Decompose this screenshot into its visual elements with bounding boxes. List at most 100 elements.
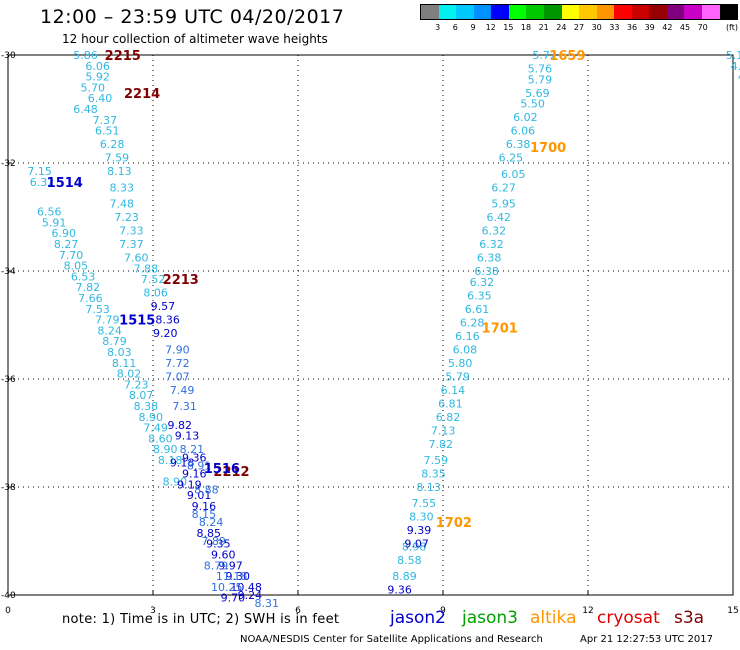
legend-color-bar — [420, 4, 738, 20]
legend-swatch — [543, 5, 562, 19]
legend-tick-label: 42 — [662, 23, 673, 32]
wave-height-value: 8.60 — [148, 432, 173, 445]
satellite-legend-jason2: jason2 — [390, 608, 446, 628]
wave-height-value: 8.02 — [117, 368, 142, 381]
wave-height-value: 6.06 — [85, 60, 110, 73]
wave-height-value: 7.49 — [143, 422, 168, 435]
wave-height-value: 8.07 — [129, 389, 154, 402]
wave-height-value: 8.89 — [392, 570, 417, 583]
wave-height-value: 9.70 — [221, 592, 246, 605]
wave-height-value: 7.33 — [119, 225, 143, 238]
time-label: 1701 — [482, 322, 518, 337]
wave-height-value: 8.90 — [139, 411, 164, 424]
page-title: 12:00 – 23:59 UTC 04/20/2017 — [40, 6, 345, 28]
x-tick-label: 9 — [440, 606, 446, 616]
wave-height-value: 5.79 — [445, 370, 470, 383]
wave-height-value: 5.76 — [528, 63, 553, 76]
wave-height-value: 4.97 — [731, 60, 740, 73]
wave-height-value: 7.72 — [165, 357, 190, 370]
wave-height-value: 8.18 — [158, 454, 183, 467]
wave-height-value: 7.55 — [412, 497, 437, 510]
wave-height-value: 5.70 — [81, 81, 106, 94]
wave-height-value: 6.51 — [95, 125, 120, 138]
legend-swatch — [491, 5, 509, 19]
wave-height-value: 7.13 — [431, 424, 456, 437]
wave-height-value: 8.79 — [204, 559, 229, 572]
color-legend: 3 6 9 12 15 18 21 24 27 30 33 36 39 42 45 70 (ft) — [420, 4, 738, 34]
y-tick-label: -32 — [1, 159, 16, 169]
wave-height-value: 9.39 — [407, 524, 432, 537]
legend-unit: (ft) — [725, 23, 738, 32]
wave-height-value: 7.89 — [201, 535, 226, 548]
wave-height-value: 7.07 — [165, 370, 190, 383]
wave-height-value: 6.48 — [73, 103, 98, 116]
y-tick-label: -38 — [1, 483, 16, 493]
wave-height-value: 9.13 — [175, 430, 200, 443]
wave-height-value: 6.32 — [30, 176, 55, 189]
wave-height-value: 7.60 — [124, 252, 149, 265]
legend-tick-label: 6 — [452, 23, 458, 32]
legend-swatch — [508, 5, 527, 19]
legend-tick-label: 36 — [626, 23, 638, 32]
time-label: 1659 — [549, 49, 585, 64]
legend-tick-label: 15 — [503, 23, 514, 32]
wave-height-value: 7.23 — [114, 211, 139, 224]
wave-height-value: 6.25 — [499, 152, 524, 165]
legend-swatch — [702, 5, 720, 19]
time-label: 2215 — [105, 49, 141, 64]
legend-swatch — [614, 5, 632, 19]
wave-height-value: 8.06 — [143, 287, 168, 300]
wave-height-value: 9.36 — [387, 584, 412, 597]
wave-height-value: 6.05 — [501, 168, 526, 181]
plot-frame — [7, 54, 734, 596]
wave-height-value: 7.82 — [429, 438, 454, 451]
wave-height-value: 8.88 — [194, 484, 219, 497]
wave-height-value: 7.37 — [119, 238, 143, 251]
wave-height-value: 7.79 — [95, 314, 120, 327]
wave-height-value: 10.25 — [211, 581, 243, 594]
wave-height-value: 9.18 — [170, 457, 195, 470]
wave-height-value: 8.90 — [153, 443, 178, 456]
wave-height-value: 8.91 — [187, 459, 212, 472]
wave-height-value: 9.36 — [182, 451, 207, 464]
wave-height-value: 6.16 — [455, 330, 480, 343]
wave-height-value: 5.50 — [520, 98, 545, 111]
wave-height-value: 4.82 — [738, 71, 740, 84]
legend-swatch — [579, 5, 597, 19]
wave-height-value: 6.32 — [470, 276, 495, 289]
wave-height-value: 9.16 — [182, 468, 207, 481]
legend-tick-label: 3 — [435, 23, 441, 32]
wave-height-value: 7.49 — [170, 384, 195, 397]
wave-height-value: 5.92 — [85, 71, 110, 84]
footer-note: note: 1) Time is in UTC; 2) SWH is in fe… — [62, 612, 340, 627]
wave-height-value: 9.60 — [211, 549, 236, 562]
wave-height-value: 8.21 — [180, 443, 205, 456]
wave-height-value: 9.19 — [177, 478, 202, 491]
wave-height-value: 6.38 — [506, 138, 531, 151]
wave-height-value: 8.58 — [397, 554, 422, 567]
time-label: 1702 — [436, 516, 472, 531]
wave-height-value: 8.24 — [97, 324, 122, 337]
wave-height-value: 6.28 — [100, 138, 125, 151]
footer-timestamp: Apr 21 12:27:53 UTC 2017 — [580, 634, 713, 645]
wave-height-value: 5.91 — [42, 216, 66, 229]
wave-height-value: 6.81 — [438, 397, 463, 410]
x-tick-label: 6 — [295, 606, 301, 616]
wave-height-value: 7.31 — [172, 400, 197, 413]
wave-height-value: 6.35 — [467, 289, 492, 302]
legend-tick-label: 30 — [591, 23, 602, 32]
legend-tick-label: 33 — [609, 23, 620, 32]
wave-height-value: 6.08 — [453, 343, 478, 356]
wave-height-value: 8.36 — [155, 314, 180, 327]
wave-height-value: 8.13 — [416, 481, 441, 494]
wave-height-value: 9.20 — [153, 327, 178, 340]
legend-swatch — [561, 5, 580, 19]
legend-swatch — [438, 5, 457, 19]
y-tick-label: -40 — [1, 591, 16, 601]
wave-height-value: 6.56 — [37, 206, 62, 219]
wave-height-value: 6.06 — [511, 125, 535, 138]
wave-height-value: 6.27 — [491, 181, 516, 194]
page-subtitle: 12 hour collection of altimeter wave hei… — [62, 32, 328, 46]
y-tick-label: -30 — [1, 51, 16, 61]
wave-height-value: 8.05 — [64, 260, 88, 273]
